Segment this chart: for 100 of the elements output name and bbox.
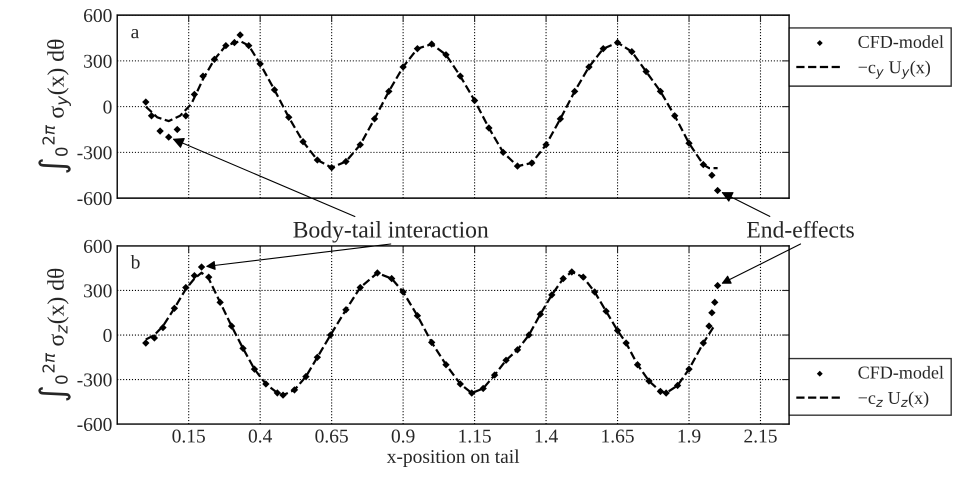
- point: [222, 42, 230, 50]
- point: [142, 98, 150, 106]
- x-tick-label: 0.9: [392, 429, 414, 443]
- annotation: a: [131, 28, 140, 38]
- point: [190, 90, 198, 98]
- point: [591, 288, 598, 296]
- point: [399, 63, 407, 71]
- point: [342, 158, 350, 166]
- point: [662, 389, 670, 397]
- point: [470, 96, 478, 104]
- point: [568, 268, 576, 276]
- x-tick-label: 0.15: [172, 429, 205, 443]
- point: [414, 312, 422, 320]
- point: [245, 42, 252, 50]
- point: [285, 114, 292, 121]
- x-tick-label: 1.4: [536, 430, 558, 443]
- x-tick-label: 0.4: [248, 429, 272, 443]
- point: [274, 389, 281, 397]
- point: [198, 263, 206, 271]
- point: [468, 389, 476, 397]
- point: [514, 162, 522, 170]
- point: [705, 322, 713, 330]
- point: [174, 126, 181, 134]
- point: [442, 51, 450, 58]
- point: [700, 160, 707, 168]
- point: [239, 344, 247, 352]
- point: [685, 365, 693, 373]
- point: [356, 284, 364, 292]
- legend-label: CFD-model: [858, 366, 944, 379]
- point: [708, 309, 716, 316]
- point: [328, 164, 336, 172]
- point: [542, 141, 550, 148]
- point: [536, 310, 544, 318]
- point: [205, 273, 212, 281]
- annotation: End-effects: [747, 220, 854, 238]
- point: [342, 306, 350, 314]
- point: [199, 72, 207, 80]
- point: [485, 124, 493, 132]
- point: [216, 298, 224, 306]
- point: [428, 40, 436, 48]
- point: [356, 141, 364, 148]
- point: [490, 371, 498, 379]
- annotation: b: [130, 254, 140, 269]
- point: [614, 326, 622, 334]
- point: [250, 365, 258, 373]
- point: [314, 156, 322, 164]
- point: [262, 380, 270, 388]
- point: [302, 372, 310, 380]
- point: [236, 31, 244, 39]
- y-tick-label: -300: [77, 146, 112, 160]
- y-tick-label: 600: [84, 8, 112, 22]
- point: [500, 148, 507, 156]
- x-tick-label: 0.65: [315, 429, 348, 443]
- x-tick-label: 1.9: [678, 430, 700, 443]
- point: [560, 274, 567, 282]
- point: [528, 159, 536, 167]
- point: [148, 112, 156, 120]
- point: [170, 304, 178, 312]
- point: [314, 354, 322, 361]
- x-tick-label: 1.65: [602, 430, 634, 443]
- point: [556, 115, 564, 123]
- point: [230, 38, 238, 46]
- x-axis-title: x-position on tail: [386, 449, 520, 467]
- point: [525, 331, 533, 339]
- point: [456, 380, 464, 388]
- point: [685, 140, 693, 147]
- annotation: Body-tail interaction: [293, 221, 488, 243]
- point: [580, 273, 587, 281]
- point: [270, 86, 278, 94]
- point: [714, 282, 722, 290]
- point: [165, 133, 172, 141]
- y-axis-title: ∫$_{0}$$^{2π}$ σ$_{y}$(x) dθ: [38, 40, 71, 173]
- y-tick-label: 0: [103, 100, 112, 114]
- point: [326, 331, 334, 339]
- point: [428, 338, 436, 346]
- point: [399, 288, 407, 296]
- point: [614, 38, 622, 46]
- point: [279, 391, 287, 399]
- point: [414, 45, 422, 52]
- point: [656, 388, 664, 396]
- point: [714, 186, 722, 194]
- legend-label: −c$_{z}$ U$_{z}$(x): [858, 391, 928, 408]
- point: [385, 88, 392, 96]
- y-tick-label: -600: [77, 418, 112, 432]
- point: [634, 361, 642, 368]
- point: [190, 272, 198, 280]
- point: [290, 386, 298, 394]
- point: [442, 361, 450, 368]
- point: [711, 298, 718, 306]
- point: [370, 115, 378, 123]
- y-tick-label: -300: [77, 373, 112, 386]
- y-tick-label: 0: [103, 328, 112, 342]
- x-tick-label: 2.15: [744, 430, 777, 443]
- y-axis-title: ∫$_{0}$$^{2π}$ σ$_{z}$(x) dθ: [38, 268, 71, 401]
- y-tick-label: -600: [77, 192, 112, 206]
- point: [256, 60, 264, 68]
- point: [656, 88, 664, 96]
- point: [456, 72, 464, 80]
- point: [388, 274, 396, 282]
- point: [374, 269, 382, 277]
